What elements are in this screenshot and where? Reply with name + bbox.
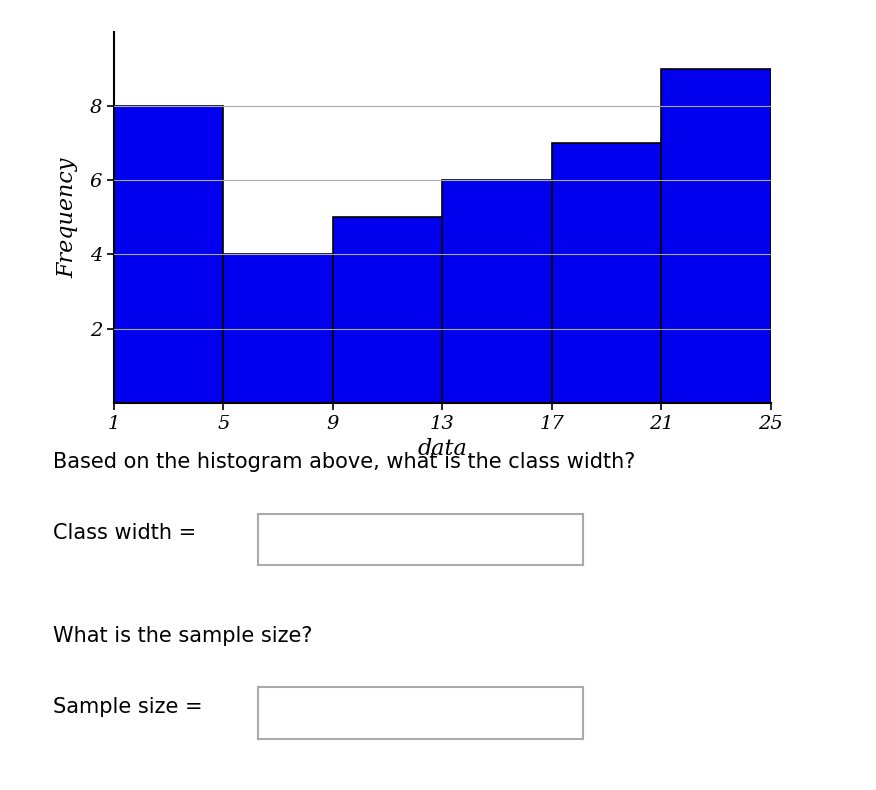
Bar (442, 180, 552, 403)
Bar (552, 143, 661, 403)
Text: What is the sample size?: What is the sample size? (53, 626, 312, 646)
Bar (223, 254, 333, 403)
Bar (333, 217, 442, 403)
Text: Sample size =: Sample size = (53, 697, 202, 717)
Text: Based on the histogram above, what is the class width?: Based on the histogram above, what is th… (53, 452, 635, 472)
Bar (661, 69, 771, 403)
Text: Class width =: Class width = (53, 523, 196, 544)
Y-axis label: Frequency: Frequency (57, 157, 79, 277)
Bar (114, 106, 223, 403)
X-axis label: data: data (418, 438, 467, 461)
